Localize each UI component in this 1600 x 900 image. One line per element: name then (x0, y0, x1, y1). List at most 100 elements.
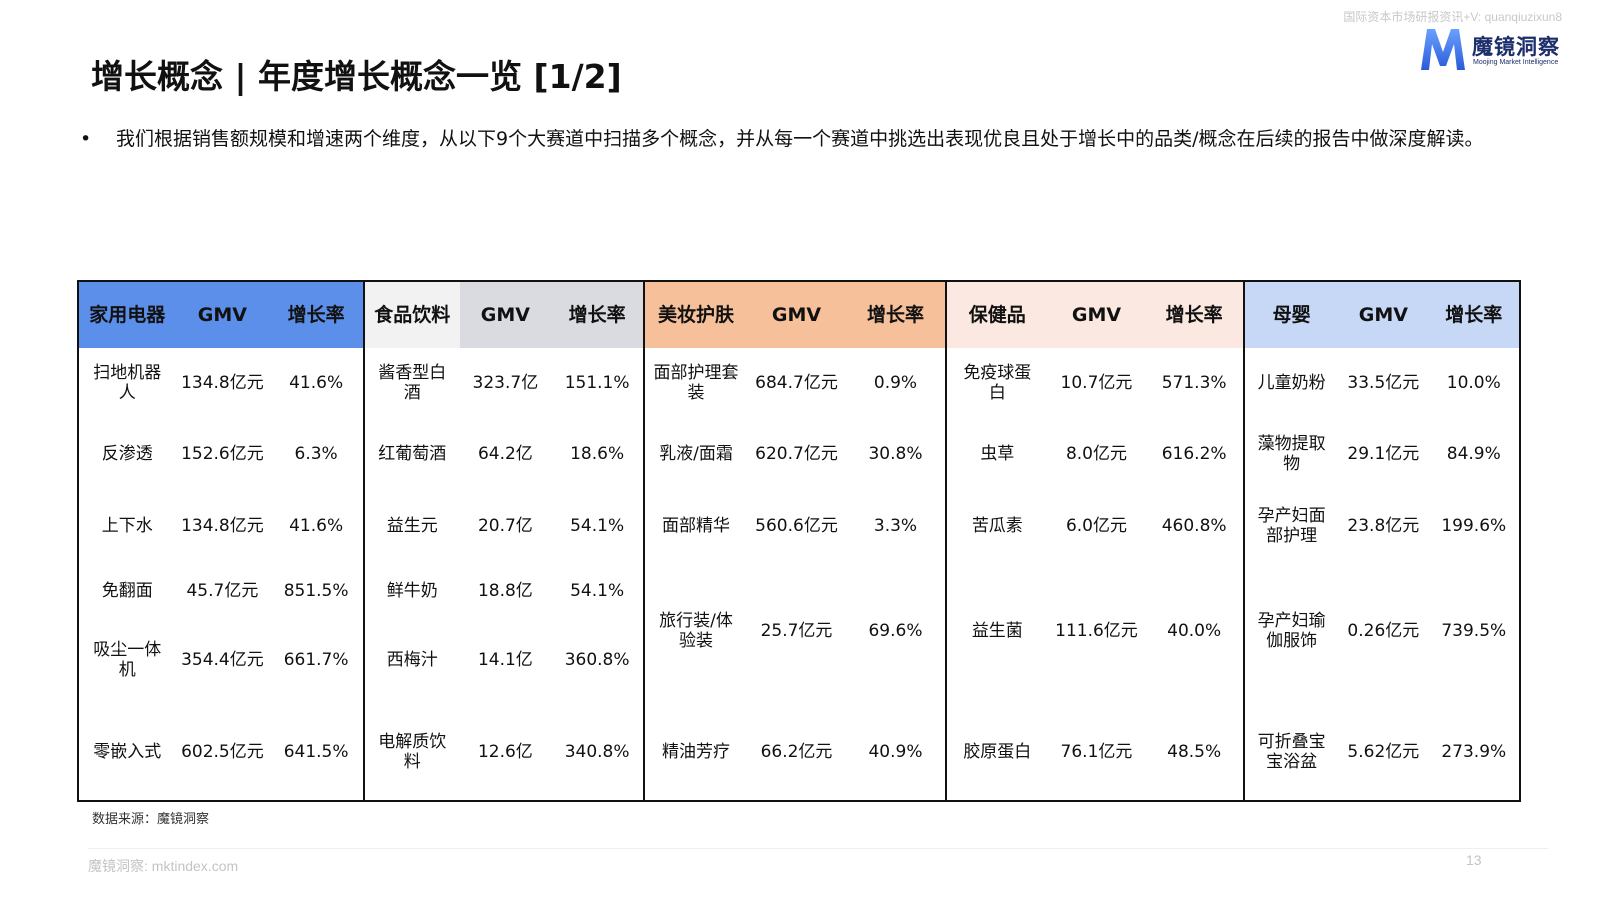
concept-name: 益生元 (386, 516, 438, 536)
growth-rate: 661.7% (283, 650, 349, 670)
growth-concept-table: 家用电器 GMV 增长率 扫地机器人 134.8亿元 41.6% 反渗透 152.6亿元 6.3… (77, 280, 1521, 802)
gmv-value: 10.7亿元 (1060, 373, 1133, 393)
table-row: 面部精华 560.6亿元 3.3% (645, 490, 945, 562)
gmv-value: 66.2亿元 (760, 742, 833, 762)
group-header: 美妆护肤 GMV 增长率 (645, 282, 945, 348)
table-row: 藻物提取物 29.1亿元 84.9% (1245, 418, 1519, 490)
footer-divider (88, 848, 1548, 849)
gmv-value: 6.0亿元 (1065, 516, 1127, 536)
table-row: 免疫球蛋白 10.7亿元 571.3% (947, 348, 1243, 418)
bullet-dot: • (80, 128, 92, 150)
table-row: 益生菌 111.6亿元 40.0% (947, 562, 1243, 700)
gmv-value: 0.26亿元 (1347, 621, 1420, 641)
group-header: 母婴 GMV 增长率 (1245, 282, 1519, 348)
concept-name: 孕产妇面部护理 (1257, 506, 1326, 546)
logo: 魔镜洞察 Moojing Market Intelligence (1418, 26, 1568, 74)
concept-name: 上下水 (101, 516, 153, 536)
gmv-value: 134.8亿元 (181, 373, 264, 393)
concept-name: 红葡萄酒 (378, 444, 447, 464)
category-header: 食品饮料 (365, 282, 460, 348)
table-row: 孕产妇面部护理 23.8亿元 199.6% (1245, 490, 1519, 562)
growth-rate: 739.5% (1441, 621, 1507, 641)
gmv-value: 45.7亿元 (186, 581, 259, 601)
table-row: 酱香型白酒 323.7亿 151.1% (365, 348, 643, 418)
table-row: 儿童奶粉 33.5亿元 10.0% (1245, 348, 1519, 418)
concept-name: 藻物提取物 (1257, 434, 1326, 474)
group-header: 食品饮料 GMV 增长率 (365, 282, 643, 348)
table-row: 可折叠宝宝浴盆 5.62亿元 273.9% (1245, 700, 1519, 804)
category-group-beauty-skincare: 美妆护肤 GMV 增长率 面部护理套装 684.7亿元 0.9% 乳液/面霜 620.7亿元 3… (645, 282, 947, 800)
table-row: 吸尘一体机 354.4亿元 661.7% (79, 620, 363, 700)
concept-name: 免翻面 (101, 581, 153, 601)
growth-rate: 6.3% (294, 444, 338, 464)
logo-m-icon (1421, 29, 1465, 70)
category-header: 保健品 (968, 304, 1026, 326)
growth-rate: 54.1% (570, 516, 625, 536)
concept-name: 精油芳疗 (662, 742, 730, 762)
growth-rate: 199.6% (1441, 516, 1507, 536)
concept-name: 益生菌 (971, 621, 1023, 641)
gmv-value: 602.5亿元 (181, 742, 264, 762)
footer-site: 魔镜洞察: mktindex.com (88, 858, 239, 874)
gmv-header: GMV (1071, 304, 1122, 326)
concept-name: 乳液/面霜 (659, 444, 733, 464)
logo-text: 魔镜洞察 (1472, 35, 1560, 59)
category-group-food-beverage: 食品饮料 GMV 增长率 酱香型白酒 323.7亿 151.1% 红葡萄酒 64.2亿 18.6… (365, 282, 645, 800)
page-number: 13 (1466, 852, 1482, 868)
gmv-value: 323.7亿 (472, 373, 539, 393)
growth-header: 增长率 (866, 304, 924, 326)
table-row: 虫草 8.0亿元 616.2% (947, 418, 1243, 490)
table-row: 面部护理套装 684.7亿元 0.9% (645, 348, 945, 418)
gmv-value: 76.1亿元 (1060, 742, 1133, 762)
gmv-value: 33.5亿元 (1347, 373, 1420, 393)
table-row: 上下水 134.8亿元 41.6% (79, 490, 363, 562)
category-group-appliances: 家用电器 GMV 增长率 扫地机器人 134.8亿元 41.6% 反渗透 152.6亿元 6.3… (79, 282, 365, 800)
page-title: 增长概念 | 年度增长概念一览 [1/2] (91, 57, 622, 96)
data-source: 数据来源：魔镜洞察 (92, 812, 210, 827)
gmv-value: 111.6亿元 (1055, 621, 1138, 641)
growth-rate: 54.1% (570, 581, 625, 601)
intro-text: 我们根据销售额规模和增速两个维度，从以下9个大赛道中扫描多个概念，并从每一个赛道… (116, 128, 1484, 150)
growth-header: 增长率 (1165, 304, 1223, 326)
table-row: 零嵌入式 602.5亿元 641.5% (79, 700, 363, 804)
gmv-value: 12.6亿 (477, 742, 533, 762)
table-row: 西梅汁 14.1亿 360.8% (365, 620, 643, 700)
gmv-value: 23.8亿元 (1347, 516, 1420, 536)
growth-rate: 0.9% (873, 373, 918, 393)
growth-header: 增长率 (568, 304, 626, 326)
category-header: 美妆护肤 (657, 304, 734, 326)
growth-rate: 460.8% (1161, 516, 1227, 536)
table-row: 苦瓜素 6.0亿元 460.8% (947, 490, 1243, 562)
category-header: 家用电器 (89, 304, 166, 326)
gmv-header: GMV (480, 304, 530, 326)
growth-header: 增长率 (287, 304, 345, 326)
gmv-header: GMV (1358, 304, 1408, 326)
growth-rate: 851.5% (283, 581, 349, 601)
table-row: 旅行装/体验装 25.7亿元 69.6% (645, 562, 945, 700)
group-header: 保健品 GMV 增长率 (947, 282, 1243, 348)
growth-rate: 616.2% (1161, 444, 1227, 464)
growth-rate: 360.8% (564, 650, 630, 670)
gmv-value: 560.6亿元 (755, 516, 838, 536)
gmv-header: GMV (771, 304, 822, 326)
concept-name: 孕产妇瑜伽服饰 (1257, 611, 1326, 651)
gmv-value: 18.8亿 (477, 581, 533, 601)
table-row: 胶原蛋白 76.1亿元 48.5% (947, 700, 1243, 804)
concept-name: 旅行装/体验装 (659, 611, 733, 651)
growth-rate: 30.8% (868, 444, 923, 464)
concept-name: 面部精华 (662, 516, 730, 536)
growth-rate: 641.5% (283, 742, 349, 762)
gmv-value: 152.6亿元 (181, 444, 264, 464)
watermark: 国际资本市场研报资讯+V: quanqiuzixun8 (1343, 10, 1562, 24)
growth-rate: 571.3% (1161, 373, 1227, 393)
gmv-header: GMV (197, 304, 248, 326)
concept-name: 酱香型白酒 (378, 363, 447, 403)
concept-name: 吸尘一体机 (93, 640, 162, 680)
gmv-value: 5.62亿元 (1347, 742, 1420, 762)
table-row: 益生元 20.7亿 54.1% (365, 490, 643, 562)
growth-rate: 69.6% (868, 621, 923, 641)
concept-name: 虫草 (980, 444, 1015, 464)
category-group-health-supplements: 保健品 GMV 增长率 免疫球蛋白 10.7亿元 571.3% 虫草 8.0亿元 616.2% 苦… (947, 282, 1245, 800)
concept-name: 零嵌入式 (93, 742, 162, 762)
concept-name: 电解质饮料 (378, 732, 447, 772)
